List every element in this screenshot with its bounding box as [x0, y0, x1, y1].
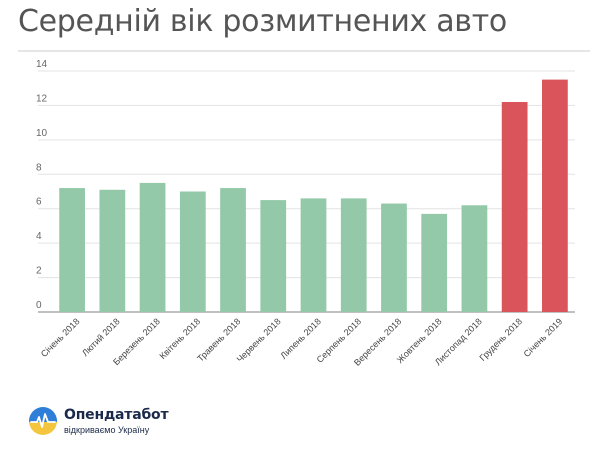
- bar[interactable]: [99, 189, 126, 312]
- chart-title: Середній вік розмитнених авто: [18, 4, 507, 39]
- bar[interactable]: [220, 188, 246, 312]
- opendatabot-logo[interactable]: Опендатабот відкриваємо Україну: [28, 404, 169, 440]
- bar[interactable]: [59, 188, 85, 312]
- y-tick-label: 4: [36, 231, 42, 242]
- y-tick-label: 12: [36, 93, 48, 104]
- x-tick-label: Січень 2018: [39, 316, 82, 359]
- bar[interactable]: [139, 182, 166, 312]
- logo-tagline: відкриваємо Україну: [64, 425, 150, 435]
- bar[interactable]: [179, 191, 206, 313]
- opendatabot-logo-icon: [29, 407, 57, 435]
- bar[interactable]: [461, 205, 488, 312]
- x-tick-label: Квітень 2018: [158, 316, 203, 361]
- y-tick-label: 14: [36, 59, 48, 70]
- logo-name: Опендатабот: [64, 407, 169, 423]
- x-tick-label: Грудень 2018: [477, 316, 524, 363]
- bar[interactable]: [421, 213, 448, 312]
- title-divider: [18, 50, 590, 52]
- bar[interactable]: [300, 198, 327, 312]
- x-tick-label: Січень 2019: [522, 316, 565, 359]
- bar[interactable]: [542, 79, 568, 312]
- bar[interactable]: [260, 200, 287, 312]
- y-tick-label: 6: [36, 197, 42, 208]
- bar[interactable]: [381, 203, 407, 312]
- y-tick-label: 10: [36, 128, 48, 139]
- bar[interactable]: [340, 198, 367, 312]
- bar[interactable]: [501, 101, 528, 312]
- y-tick-label: 2: [36, 266, 42, 277]
- x-tick-label: Лютий 2018: [80, 316, 122, 358]
- x-tick-label: Липень 2018: [278, 316, 323, 361]
- y-tick-label: 0: [36, 300, 42, 311]
- y-tick-label: 8: [36, 162, 42, 173]
